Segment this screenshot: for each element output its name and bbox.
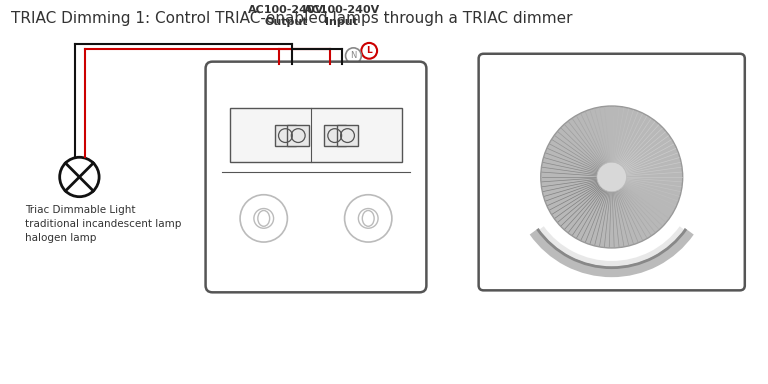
Text: L: L xyxy=(366,46,372,55)
Bar xyxy=(275,125,296,146)
Bar xyxy=(287,125,309,146)
Circle shape xyxy=(541,106,683,248)
Bar xyxy=(230,108,402,162)
FancyBboxPatch shape xyxy=(478,54,745,290)
Text: AC100-240V
Output: AC100-240V Output xyxy=(248,5,325,27)
Text: N: N xyxy=(350,51,356,60)
FancyBboxPatch shape xyxy=(206,62,426,292)
Bar xyxy=(336,125,359,146)
Bar xyxy=(324,125,346,146)
Text: AC100-240V
Input: AC100-240V Input xyxy=(303,5,379,27)
Text: TRIAC Dimming 1: Control TRIAC-enabled lamps through a TRIAC dimmer: TRIAC Dimming 1: Control TRIAC-enabled l… xyxy=(12,12,573,26)
Text: Triac Dimmable Light
traditional incandescent lamp
halogen lamp: Triac Dimmable Light traditional incande… xyxy=(25,205,181,243)
Circle shape xyxy=(597,162,627,192)
